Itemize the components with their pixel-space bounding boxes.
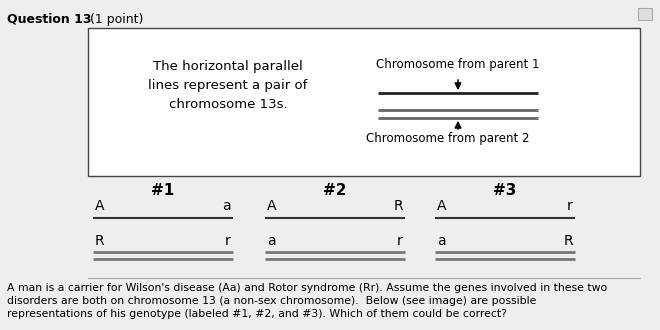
Text: disorders are both on chromosome 13 (a non-sex chromosome).  Below (see image) a: disorders are both on chromosome 13 (a n… [7, 296, 537, 306]
Text: lines represent a pair of: lines represent a pair of [148, 79, 308, 92]
Bar [638, 8, 652, 20]
Text: The horizontal parallel: The horizontal parallel [153, 60, 303, 73]
Text: #2: #2 [323, 183, 346, 198]
Text: A: A [267, 199, 277, 213]
Text: Chromosome from parent 2: Chromosome from parent 2 [366, 132, 530, 145]
Text: R: R [393, 199, 403, 213]
Text: A man is a carrier for Wilson's disease (Aa) and Rotor syndrome (Rr). Assume the: A man is a carrier for Wilson's disease … [7, 283, 607, 293]
Text: r: r [397, 234, 403, 248]
Text: r: r [225, 234, 231, 248]
Text: Chromosome from parent 1: Chromosome from parent 1 [376, 58, 540, 71]
Text: R: R [95, 234, 105, 248]
Text: #3: #3 [493, 183, 517, 198]
Text: #1: #1 [151, 183, 175, 198]
Text: r: r [567, 199, 573, 213]
Text: A: A [437, 199, 447, 213]
Text: representations of his genotype (labeled #1, #2, and #3). Which of them could be: representations of his genotype (labeled… [7, 309, 507, 319]
Text: R: R [564, 234, 573, 248]
Text: (1 point): (1 point) [86, 13, 143, 26]
Bar [88, 28, 640, 176]
Text: a: a [267, 234, 276, 248]
Text: a: a [222, 199, 231, 213]
Text: a: a [437, 234, 446, 248]
Text: Question 13: Question 13 [7, 13, 92, 26]
Text: A: A [95, 199, 104, 213]
Text: chromosome 13s.: chromosome 13s. [169, 98, 287, 111]
